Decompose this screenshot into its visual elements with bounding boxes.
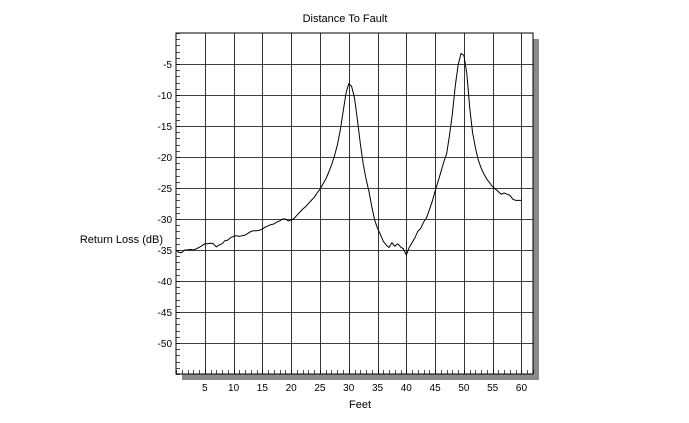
y-tick-label: -50 (158, 339, 173, 350)
x-tick-label: 60 (516, 383, 528, 394)
y-tick-label: -40 (158, 277, 173, 288)
y-tick-label: -15 (158, 122, 173, 133)
x-tick-label: 55 (487, 383, 499, 394)
x-tick-label: 30 (343, 383, 355, 394)
plot-shadow-bottom (182, 374, 539, 380)
x-tick-label: 50 (458, 383, 470, 394)
x-tick-label: 5 (202, 383, 208, 394)
y-axis-label: Return Loss (dB) (80, 234, 163, 246)
plot-shadow (182, 39, 539, 380)
x-tick-label: 20 (286, 383, 298, 394)
plot-shadow-right (533, 39, 539, 380)
y-tick-label: -35 (158, 246, 173, 257)
x-tick-label: 25 (314, 383, 326, 394)
chart-title: Distance To Fault (303, 13, 388, 25)
grid-lines (176, 33, 533, 374)
x-tick-label: 10 (228, 383, 240, 394)
y-tick-label: -25 (158, 184, 173, 195)
minor-ticks (176, 33, 534, 375)
x-tick-label: 45 (430, 383, 442, 394)
x-tick-label: 15 (257, 383, 269, 394)
series-layer (175, 53, 522, 256)
x-tick-label: 35 (372, 383, 384, 394)
y-tick-label: -30 (158, 215, 173, 226)
x-axis-label: Feet (349, 399, 371, 411)
series-line (175, 53, 522, 256)
y-tick-label: -5 (163, 60, 172, 71)
y-tick-label: -45 (158, 308, 173, 319)
y-tick-label: -20 (158, 153, 173, 164)
plot-frame (175, 32, 534, 375)
y-tick-label: -10 (158, 91, 173, 102)
x-tick-labels: 5 10 15 20 25 30 35 40 45 50 55 60 (202, 383, 527, 394)
plot-area (175, 32, 534, 375)
y-tick-labels: -5 -10 -15 -20 -25 -30 -35 -40 -45 -50 (158, 60, 173, 350)
x-tick-label: 40 (401, 383, 413, 394)
